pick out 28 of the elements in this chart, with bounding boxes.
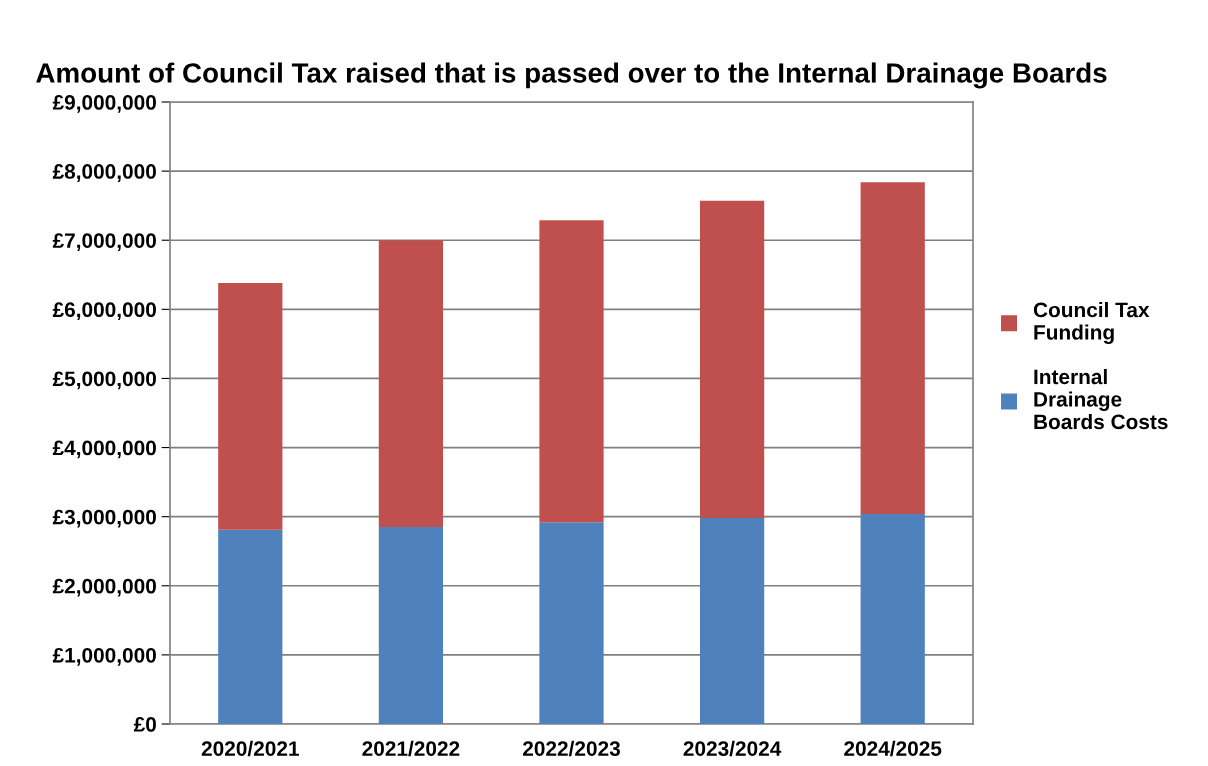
bar — [699, 518, 765, 724]
bar — [378, 527, 444, 724]
bar — [378, 240, 444, 528]
y-tick-label: £4,000,000 — [52, 440, 156, 459]
bar — [218, 529, 283, 724]
x-tick-label: 2023/2024 — [683, 740, 782, 757]
bar — [860, 513, 925, 724]
y-tick-label: £6,000,000 — [52, 302, 156, 321]
y-tick-label: £3,000,000 — [52, 509, 156, 528]
legend-label: Internal Drainage Boards Costs — [1034, 368, 1168, 430]
bar — [539, 220, 604, 523]
bar — [218, 283, 283, 530]
chart-title: Amount of Council Tax raised that is passed over to the Internal Drainage Boards — [36, 62, 1107, 89]
x-tick-label: 2021/2022 — [362, 740, 460, 757]
y-tick-label: £8,000,000 — [52, 164, 156, 182]
y-tick-label: £1,000,000 — [52, 647, 156, 666]
y-tick-label: £7,000,000 — [52, 233, 156, 251]
bar — [699, 200, 765, 519]
y-tick-label: £0 — [133, 717, 156, 732]
y-tick-label: £5,000,000 — [52, 371, 156, 390]
x-tick-label: 2024/2025 — [844, 740, 942, 757]
x-tick-label: 2020/2021 — [201, 740, 299, 757]
x-tick-label: 2022/2023 — [522, 740, 620, 757]
legend-label: Council Tax Funding — [1033, 302, 1150, 344]
y-tick-label: £9,000,000 — [52, 95, 156, 113]
y-tick-label: £2,000,000 — [52, 578, 156, 597]
bar — [539, 522, 604, 724]
bar — [860, 182, 925, 514]
